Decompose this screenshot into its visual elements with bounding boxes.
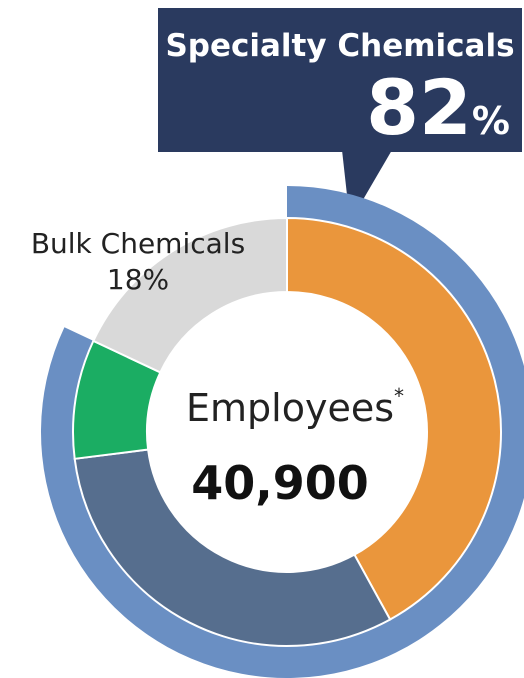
inner-segment-0 <box>286 216 503 621</box>
callout-percent-unit: % <box>471 99 510 143</box>
bulk-chemicals-name: Bulk Chemicals <box>30 227 246 260</box>
bulk-chemicals-label: Bulk Chemicals 18% <box>18 226 258 298</box>
bulk-chemicals-value: 18% <box>106 263 170 296</box>
callout-percent-number: 82 <box>366 63 472 152</box>
callout-label: Specialty Chemicals <box>165 28 515 64</box>
inner-segment-3 <box>92 216 288 374</box>
specialty-callout: Specialty Chemicals 82% <box>158 8 522 152</box>
center-value: 40,900 <box>191 456 369 510</box>
footnote-mark: * <box>394 384 404 408</box>
inner-segment-1 <box>73 448 392 648</box>
callout-value: 82% <box>366 70 510 146</box>
center-title: Employees* <box>155 384 435 430</box>
center-title-text: Employees <box>186 386 394 430</box>
inner-ring <box>72 216 503 648</box>
